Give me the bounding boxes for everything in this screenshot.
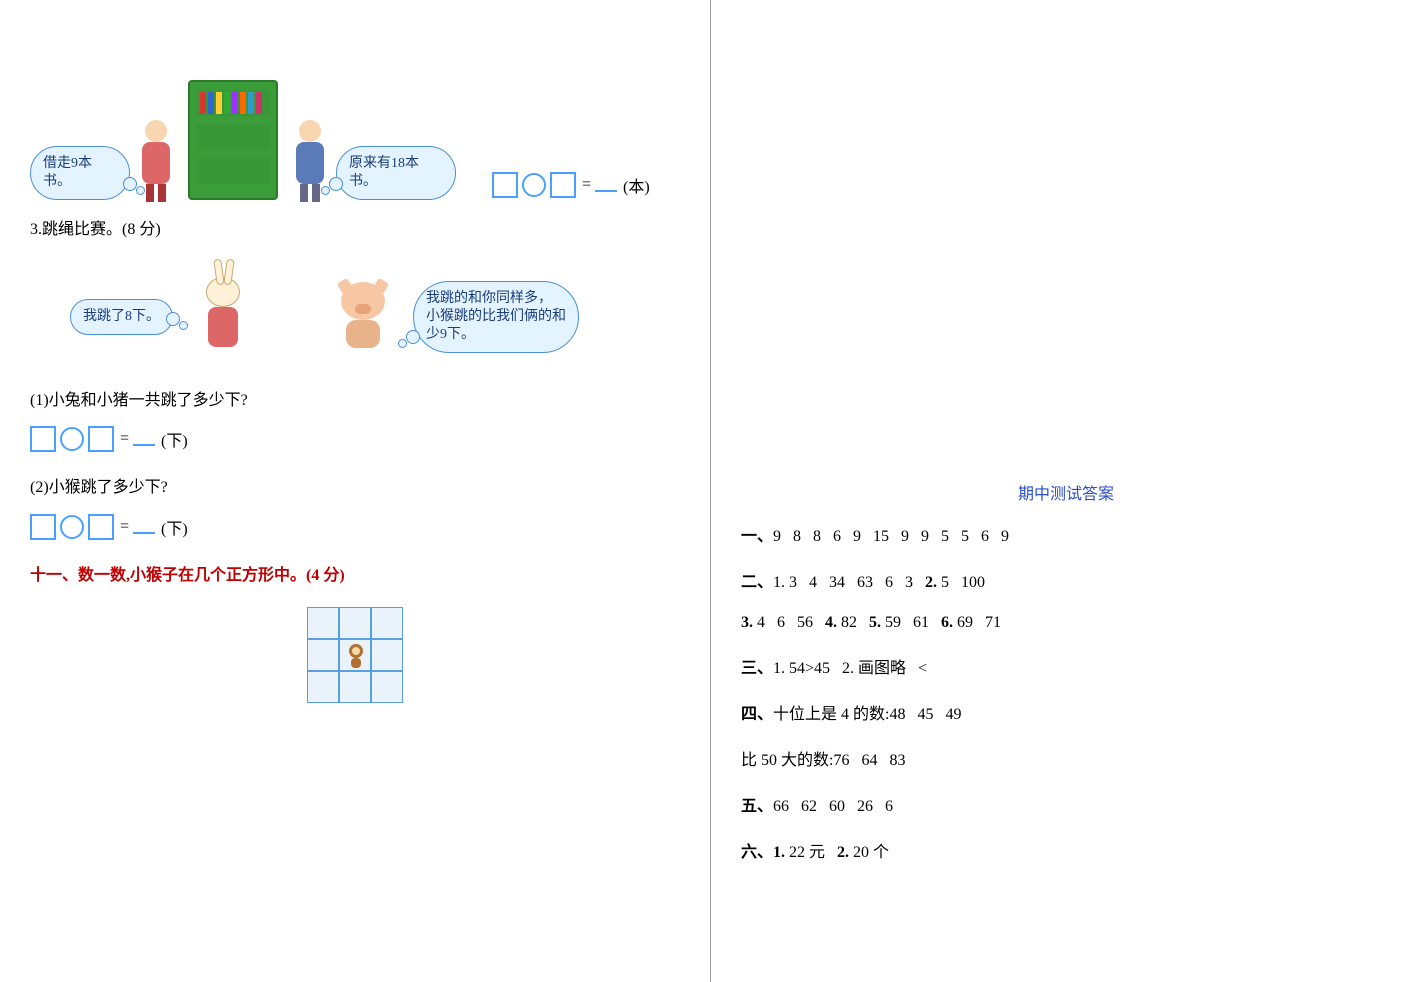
ans8-1b: 1. [773, 844, 785, 861]
ans5-lead: 四、 [741, 706, 773, 723]
blank-box [88, 426, 114, 452]
grid-cell [307, 607, 339, 639]
bookshelf-illustration: 借走9本书。 [30, 30, 456, 200]
blank-box [492, 172, 518, 198]
ans6-v: 比 50 大的数:76 64 83 [741, 752, 905, 769]
ans3-5b: 5. [869, 614, 881, 631]
cloud-original: 原来有18本书。 [336, 146, 456, 200]
blank-result [133, 424, 155, 446]
answer-line-6: 比 50 大的数:76 64 83 [741, 746, 1391, 770]
q3-sub1: (1)小兔和小猪一共跳了多少下? [30, 383, 680, 418]
ans7-v: 66 62 60 26 6 [773, 798, 893, 815]
ans2-2v: 5 100 [937, 574, 985, 591]
ans8-1v: 22 元 [785, 844, 837, 861]
unit-times: (下) [161, 427, 188, 451]
ans4-v: 1. 54>45 2. 画图略 < [773, 660, 927, 677]
equals-sign: = [120, 430, 129, 448]
equals-sign: = [120, 518, 129, 536]
ans3-5v: 59 61 [881, 614, 941, 631]
ans3-3b: 3. [741, 614, 753, 631]
ans1-lead: 一、 [741, 528, 773, 545]
grid-cell [371, 671, 403, 703]
q11-title: 十一、数一数,小猴子在几个正方形中。(4 分) [30, 558, 680, 593]
cloud-pig: 我跳的和你同样多， 小猴跳的比我们俩的和 少9下。 [413, 281, 579, 354]
equation-q3-1: = (下) [30, 426, 680, 452]
rabbit-icon [193, 277, 253, 357]
q3-sub2: (2)小猴跳了多少下? [30, 470, 680, 505]
ans7-lead: 五、 [741, 798, 773, 815]
ans2-1: 1. 3 4 34 63 6 3 [773, 574, 925, 591]
ans8-lead: 六、 [741, 844, 773, 861]
blank-box [30, 514, 56, 540]
equals-sign: = [582, 176, 591, 194]
page-root: 借走9本书。 [0, 0, 1421, 982]
q3-title: 3.跳绳比赛。(8 分) [30, 212, 680, 247]
ans1-vals: 9 8 8 6 9 15 9 9 5 5 6 9 [773, 528, 1009, 545]
cloud-borrow: 借走9本书。 [30, 146, 130, 200]
ans8-2v: 20 个 [849, 844, 889, 861]
ans3-6b: 6. [941, 614, 953, 631]
bookshelf-icon [188, 80, 278, 200]
ans2-lead: 二、 [741, 574, 773, 591]
ans4-lead: 三、 [741, 660, 773, 677]
blank-op [60, 427, 84, 451]
answer-line-8: 六、1. 22 元 2. 20 个 [741, 838, 1391, 862]
ans3-6v: 69 71 [953, 614, 1001, 631]
kid-red [136, 120, 176, 200]
grid-cell [371, 607, 403, 639]
right-column: 期中测试答案 一、9 8 8 6 9 15 9 9 5 5 6 9 二、1. 3… [711, 0, 1421, 982]
equation-books: = (本) [492, 172, 650, 198]
cloud-rabbit: 我跳了8下。 [70, 299, 173, 335]
answer-line-3: 3. 4 6 56 4. 82 5. 59 61 6. 69 71 [741, 614, 1391, 632]
q11-grid [307, 607, 403, 703]
answer-line-4: 三、1. 54>45 2. 画图略 < [741, 654, 1391, 678]
scene-jump-rope: 我跳了8下。 我跳的和你同样多， 小猴跳的比我们俩的和 少9下。 [70, 257, 680, 377]
grid-cell-monkey [339, 639, 371, 671]
ans5-v: 十位上是 4 的数:48 45 49 [773, 706, 961, 723]
grid-cell [339, 671, 371, 703]
answers-title: 期中测试答案 [741, 480, 1391, 504]
blank-result [133, 512, 155, 534]
ans2-2b: 2. [925, 574, 937, 591]
ans8-2b: 2. [837, 844, 849, 861]
answer-line-2: 二、1. 3 4 34 63 6 3 2. 5 100 [741, 568, 1391, 592]
answer-line-7: 五、66 62 60 26 6 [741, 792, 1391, 816]
blank-box [88, 514, 114, 540]
unit-times: (下) [161, 515, 188, 539]
blank-box [550, 172, 576, 198]
blank-op [60, 515, 84, 539]
answer-line-1: 一、9 8 8 6 9 15 9 9 5 5 6 9 [741, 522, 1391, 546]
ans3-3v: 4 6 56 [753, 614, 825, 631]
equation-q3-2: = (下) [30, 514, 680, 540]
left-column: 借走9本书。 [0, 0, 710, 982]
ans3-4b: 4. [825, 614, 837, 631]
grid-cell [371, 639, 403, 671]
grid-cell [307, 639, 339, 671]
monkey-icon [346, 644, 366, 668]
blank-op [522, 173, 546, 197]
pig-icon [333, 282, 393, 352]
blank-result [595, 170, 617, 192]
blank-box [30, 426, 56, 452]
answer-line-5: 四、十位上是 4 的数:48 45 49 [741, 700, 1391, 724]
grid-cell [307, 671, 339, 703]
unit-books: (本) [623, 173, 650, 197]
q11-grid-wrapper [30, 607, 680, 703]
scene-bookshelf-row: 借走9本书。 [30, 30, 680, 204]
grid-cell [339, 607, 371, 639]
ans3-4v: 82 [837, 614, 869, 631]
